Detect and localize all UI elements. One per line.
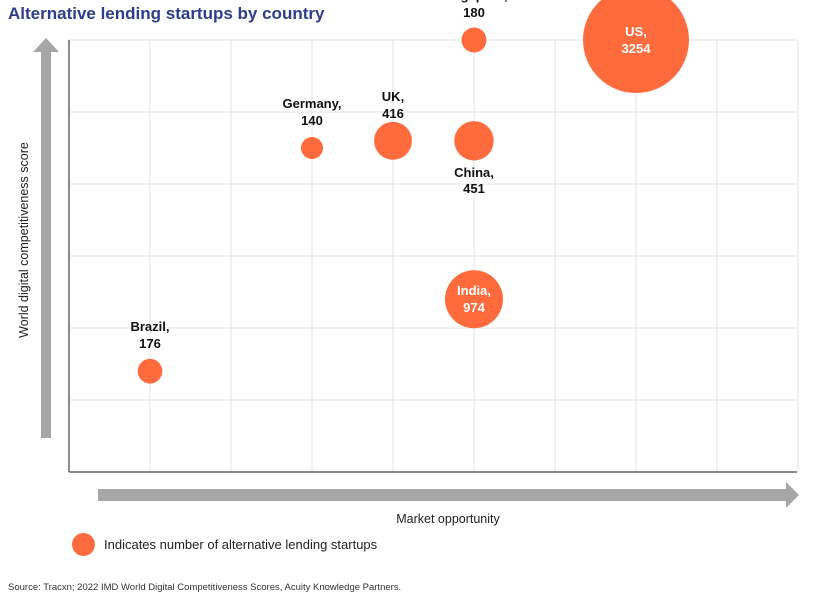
bubble-label-value: 451 [463, 181, 485, 196]
bubble-label-name: China, [454, 165, 494, 180]
bubble-singapore [461, 27, 487, 53]
bubble-uk [374, 121, 412, 160]
legend: Indicates number of alternative lending … [72, 533, 377, 556]
source-note: Source: Tracxn; 2022 IMD World Digital C… [8, 582, 402, 593]
legend-label: Indicates number of alternative lending … [104, 537, 378, 552]
bubble-china [454, 121, 494, 161]
y-axis-label: World digital competitiveness score [17, 142, 31, 338]
bubble-label-value: 416 [382, 106, 404, 121]
bubble-label-name: Brazil, [130, 319, 169, 334]
bubble-label-value: 140 [301, 113, 323, 128]
x-axis-arrow [98, 482, 799, 508]
bubble-label-value: 180 [463, 5, 485, 20]
bubble-label-name: Germany, [282, 96, 341, 111]
chart-title: Alternative lending startups by country [8, 4, 325, 23]
bubble-india [445, 270, 503, 329]
bubble-germany [301, 137, 323, 159]
bubble-label-value: 176 [139, 336, 161, 351]
bubble-label-name: India, [457, 283, 491, 298]
bubble-label-value: 974 [463, 300, 485, 315]
bubble-us [583, 0, 689, 93]
bubble-label-name: US, [625, 24, 647, 39]
bubble-brazil [137, 358, 163, 384]
y-axis-arrow [33, 38, 59, 438]
bubble-label-name: Singapore, [440, 0, 507, 3]
legend-bubble-marker [72, 533, 95, 556]
x-axis-label: Market opportunity [396, 512, 500, 526]
bubble-label-value: 3254 [622, 41, 652, 56]
bubble-label-name: UK, [382, 89, 404, 104]
